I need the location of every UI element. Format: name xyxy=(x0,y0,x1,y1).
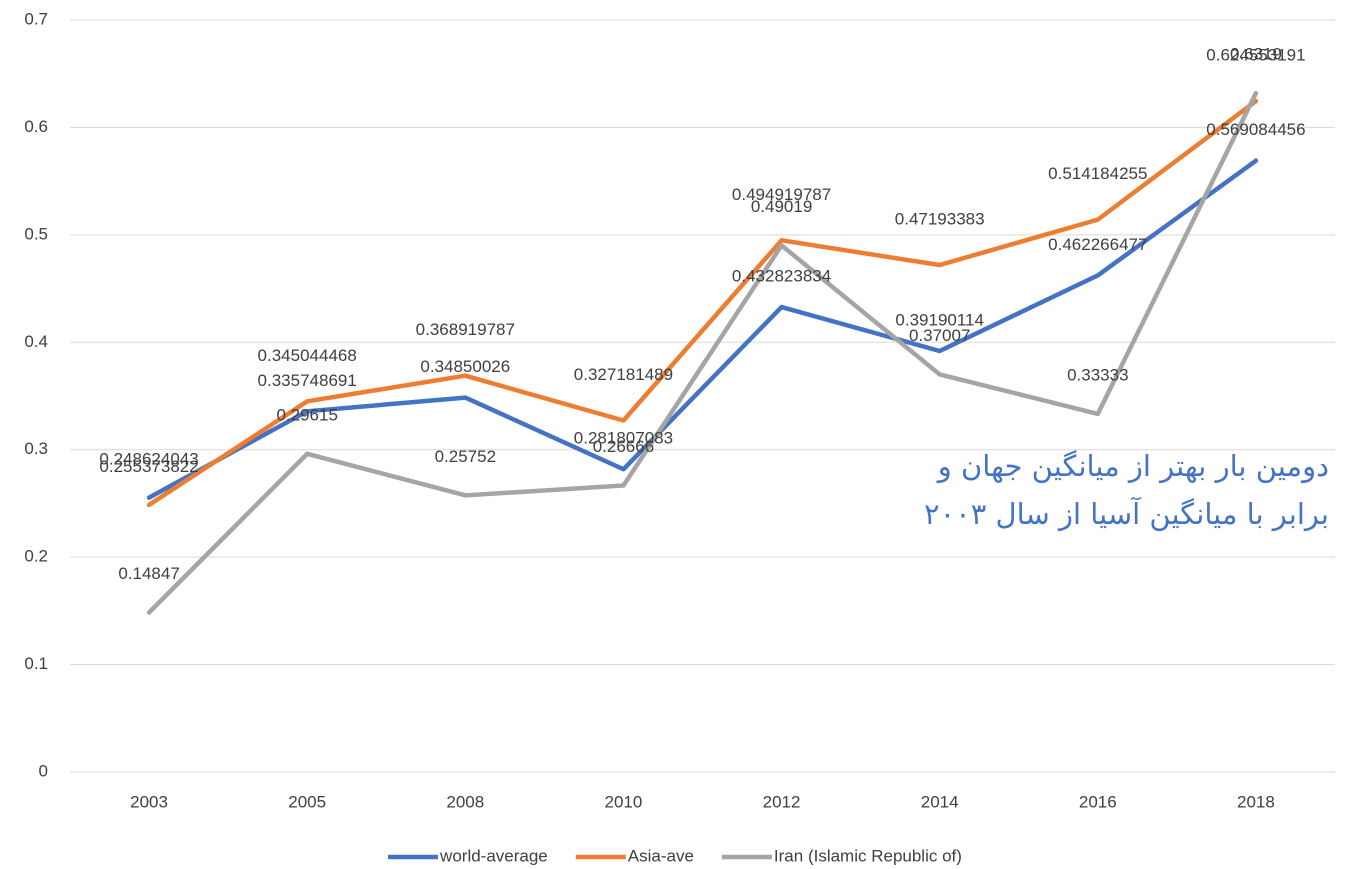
data-label: 0.34850026 xyxy=(420,357,510,376)
x-tick-label: 2010 xyxy=(605,792,643,811)
y-tick-label: 0 xyxy=(39,761,48,780)
y-tick-label: 0.4 xyxy=(24,332,48,351)
x-tick-label: 2014 xyxy=(921,792,959,811)
data-label: 0.39190114 xyxy=(895,310,984,329)
y-tick-label: 0.6 xyxy=(24,117,48,136)
legend: world-average Asia-ave Iran (Islamic Repub… xyxy=(388,846,962,865)
data-label: 0.25752 xyxy=(435,447,496,466)
data-label: 0.514184255 xyxy=(1048,164,1147,183)
annotation-line: برابر با میانگین آسیا از سال ۲۰۰۳ xyxy=(924,497,1329,531)
data-label: 0.6319 xyxy=(1230,45,1282,64)
data-label: 0.345044468 xyxy=(258,346,357,365)
x-tick-label: 2005 xyxy=(288,792,326,811)
data-label: 0.14847 xyxy=(118,564,179,583)
data-label: 0.494919787 xyxy=(732,185,831,204)
annotation: دومین بار بهتر از میانگین جهان و برابر ب… xyxy=(924,442,1329,538)
data-label: 0.335748691 xyxy=(258,371,357,390)
data-label: 0.47193383 xyxy=(895,209,985,228)
series-line xyxy=(146,158,1259,500)
data-label: 0.327181489 xyxy=(574,365,673,384)
data-label: 0.432823834 xyxy=(732,267,831,286)
y-tick-label: 0.7 xyxy=(24,9,48,28)
legend-label: Asia-ave xyxy=(628,846,694,865)
y-tick-label: 0.3 xyxy=(24,439,48,458)
data-label: 0.368919787 xyxy=(416,320,515,339)
y-tick-label: 0.5 xyxy=(24,224,48,243)
y-tick-label: 0.2 xyxy=(24,547,48,566)
data-label: 0.26666 xyxy=(593,437,654,456)
data-label: 0.281807083 xyxy=(574,429,673,448)
data-label: 0.569084456 xyxy=(1206,120,1305,139)
data-label: 0.29615 xyxy=(276,405,337,424)
data-label: 0.624553191 xyxy=(1206,46,1305,65)
legend-label: world-average xyxy=(439,846,548,865)
y-tick-label: 0.1 xyxy=(24,654,48,673)
data-label: 0.255373822 xyxy=(99,457,198,476)
x-tick-label: 2003 xyxy=(130,792,168,811)
data-label: 0.33333 xyxy=(1067,365,1128,384)
data-label: 0.49019 xyxy=(751,197,812,216)
x-tick-label: 2008 xyxy=(446,792,484,811)
series-line xyxy=(146,98,1259,508)
legend-label: Iran (Islamic Republic of) xyxy=(774,846,962,865)
data-label: 0.37007 xyxy=(909,326,970,345)
x-tick-label: 2016 xyxy=(1079,792,1117,811)
x-tick-label: 2018 xyxy=(1237,792,1275,811)
x-tick-label: 2012 xyxy=(763,792,801,811)
data-label: 0.248624043 xyxy=(99,449,198,468)
data-label: 0.462266477 xyxy=(1048,235,1147,254)
annotation-line: دومین بار بهتر از میانگین جهان و xyxy=(937,449,1329,483)
series-line xyxy=(146,90,1259,615)
